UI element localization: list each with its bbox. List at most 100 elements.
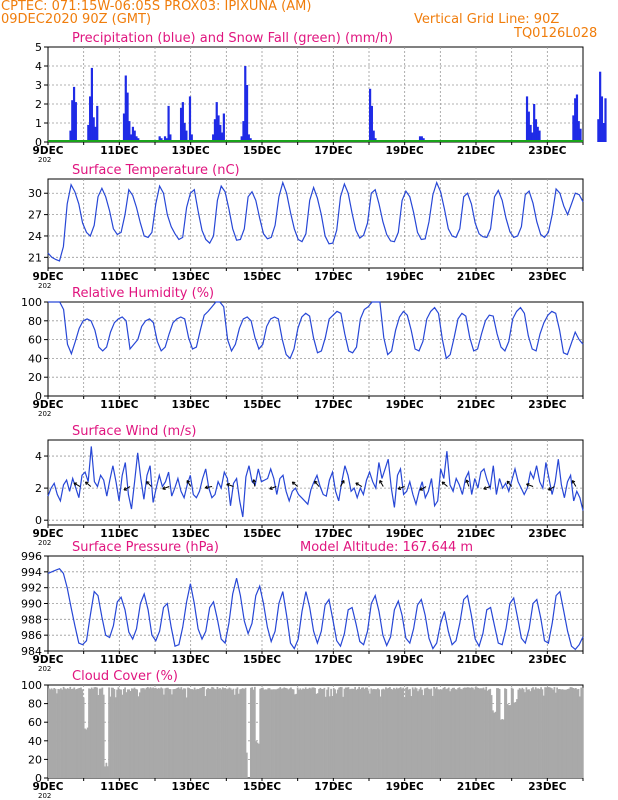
- cloud-bar: [136, 689, 139, 778]
- cloud-bar: [302, 688, 304, 778]
- wind-arrow: [123, 486, 131, 491]
- cloud-bar: [77, 688, 80, 778]
- cloud-bar: [165, 687, 168, 778]
- header: CPTEC: 071:15W-06:05S PROX03: IPIXUNA (A…: [0, 0, 618, 48]
- precip-bar: [244, 66, 247, 142]
- cloud-bar: [85, 729, 88, 778]
- cloud-bar: [415, 688, 418, 778]
- x-year-label: 202: [38, 665, 51, 673]
- precip-bar: [538, 130, 541, 142]
- cloud-bar: [541, 689, 544, 778]
- precip-bar: [572, 115, 575, 142]
- cloud-bar: [286, 688, 288, 778]
- cloud-bar: [391, 689, 394, 778]
- cloud-bar: [549, 687, 552, 778]
- y-tick-label: 990: [21, 598, 42, 611]
- precip-bar: [215, 102, 218, 142]
- cloud-bar: [208, 688, 211, 778]
- cloud-bar: [140, 688, 143, 778]
- precip-bar: [185, 130, 188, 142]
- panel-frame: [47, 301, 584, 397]
- wind-arrow-head: [226, 483, 230, 485]
- cloud-bar: [496, 688, 498, 778]
- y-tick-label: 994: [21, 566, 42, 579]
- cloud-bar: [287, 689, 290, 778]
- cloud-bar: [209, 688, 212, 778]
- x-tick-label: 13DEC: [172, 145, 211, 157]
- cloud-bar: [328, 696, 331, 778]
- cloud-bar: [379, 696, 382, 778]
- cloud-bar: [405, 687, 407, 778]
- cloud-bar: [231, 689, 233, 778]
- x-tick-label: 19DEC: [386, 528, 425, 540]
- cloud-bar: [106, 766, 109, 778]
- y-tick-label: 80: [28, 315, 42, 328]
- cloud-bar: [524, 692, 526, 778]
- x-tick-label: 21DEC: [457, 528, 496, 540]
- cloud-bar: [94, 687, 97, 778]
- cloud-bar: [88, 688, 90, 778]
- precip-bar: [128, 121, 131, 142]
- cloud-bar: [294, 694, 296, 778]
- precip-bar: [92, 117, 95, 142]
- wind-arrow: [291, 481, 298, 487]
- precip-bar: [167, 105, 170, 142]
- cloud-bar: [270, 689, 272, 778]
- cloud-bar: [486, 690, 489, 778]
- cloud-bar: [431, 695, 434, 778]
- cloud-bar: [554, 692, 557, 778]
- cloud-bar: [93, 687, 96, 778]
- x-tick-label: 23DEC: [528, 528, 567, 540]
- wind-arrow: [269, 486, 277, 490]
- cloud-bar: [320, 688, 323, 778]
- cloud-bar: [201, 687, 204, 778]
- cloud-bar: [138, 692, 141, 778]
- cloud-bar: [374, 689, 377, 778]
- cloud-bar: [62, 686, 65, 778]
- cloud-bar: [189, 689, 192, 778]
- cloud-bar: [371, 689, 374, 778]
- cloud-bar: [494, 711, 497, 778]
- cloud-bar: [150, 688, 153, 778]
- cloud-bar: [73, 687, 76, 778]
- cloud-bar: [362, 687, 365, 778]
- cloud-bar: [381, 689, 383, 778]
- cloud-bar: [80, 687, 82, 778]
- wind-arrow: [466, 479, 470, 487]
- y-tick-label: 0: [35, 390, 42, 403]
- cloud-bar: [118, 689, 121, 778]
- cloud-bar: [572, 687, 575, 778]
- precip-bar: [96, 105, 99, 142]
- cloud-bar: [232, 688, 235, 778]
- panel-title: Surface Temperature (nC): [72, 163, 240, 178]
- cloud-bar: [319, 687, 322, 778]
- cloud-bar: [556, 687, 558, 778]
- y-tick-label: 986: [21, 629, 42, 642]
- cloud-bar: [538, 689, 541, 778]
- cloud-bar: [217, 688, 220, 778]
- cloud-bar: [227, 688, 229, 778]
- cloud-bar: [441, 689, 443, 778]
- cloud-bar: [344, 687, 347, 778]
- cloud-bar: [92, 688, 94, 778]
- cloud-bar: [536, 688, 538, 778]
- cloud-bar: [155, 687, 157, 778]
- precip-bar: [219, 124, 222, 142]
- cloud-bar: [191, 689, 193, 778]
- x-tick-label: 15DEC: [243, 145, 282, 157]
- cloud-bar: [259, 688, 262, 778]
- cloud-bar: [435, 687, 438, 778]
- cloud-bar: [81, 689, 84, 778]
- cloud-bar: [462, 687, 465, 778]
- cloud-bar: [393, 687, 395, 778]
- wind-arrow-head: [419, 487, 422, 491]
- cloud-bar: [501, 719, 504, 778]
- cloud-bar: [121, 694, 124, 778]
- x-tick-label: 19DEC: [386, 145, 425, 157]
- cloud-bar: [110, 687, 113, 778]
- cloud-bar: [144, 689, 147, 778]
- wind-arrow: [146, 481, 152, 487]
- cloud-bar: [418, 689, 421, 778]
- cloud-bar: [125, 692, 128, 778]
- cloud-bar: [521, 687, 524, 778]
